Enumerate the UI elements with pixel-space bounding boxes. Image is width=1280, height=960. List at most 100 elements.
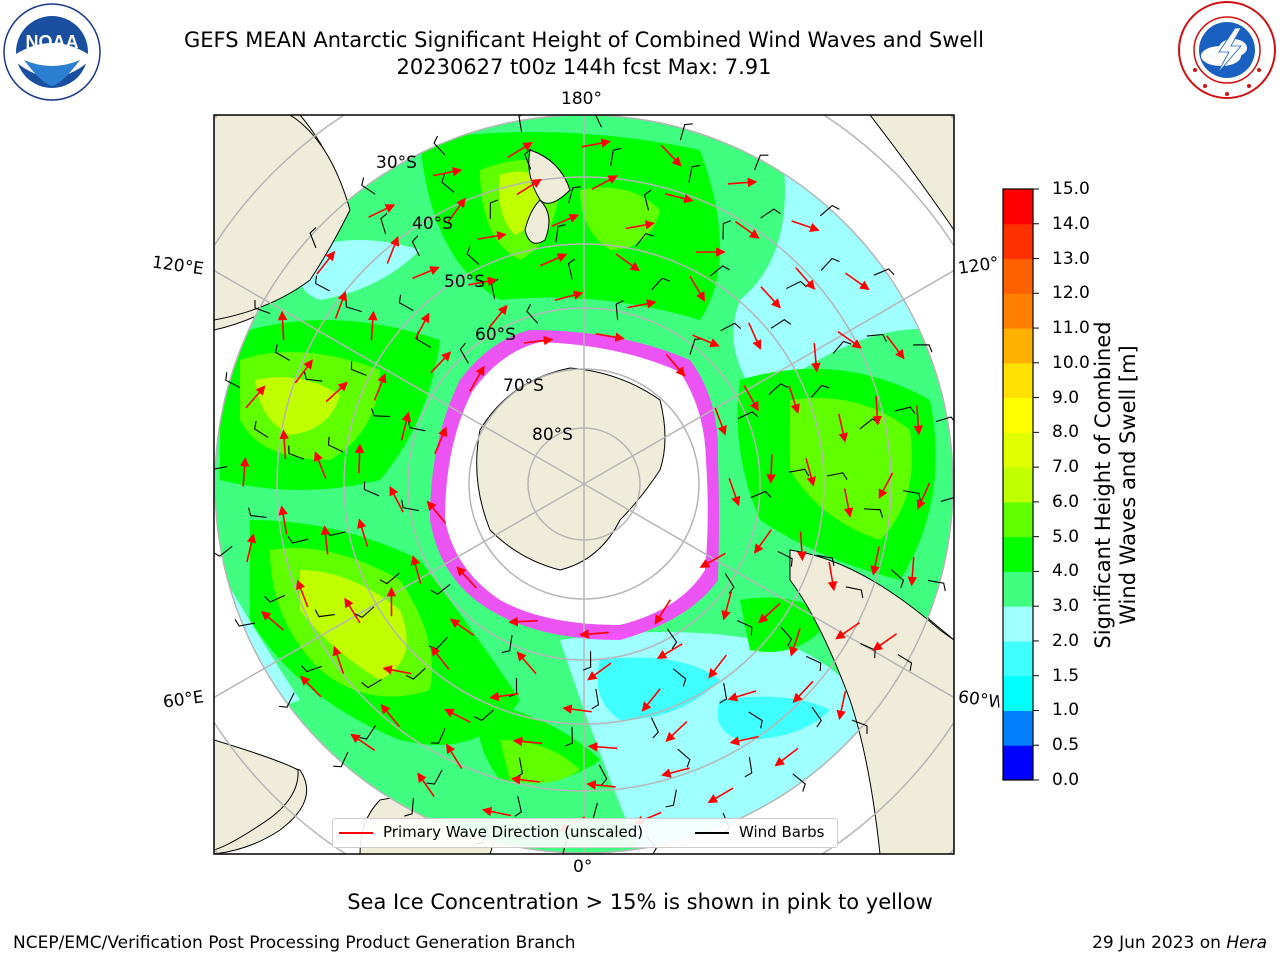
wave-arrow xyxy=(837,413,848,443)
antarctica xyxy=(430,330,719,640)
wave-arrow xyxy=(313,451,327,479)
wind-barb xyxy=(891,569,905,589)
colorbar-segment xyxy=(1003,328,1033,364)
chart-subtitle: 20230627 t00z 144h fcst Max: 7.91 xyxy=(396,55,772,79)
wave-arrow xyxy=(477,231,507,241)
wind-barb xyxy=(816,554,835,566)
colorbar-label-line2: Wind Waves and Swell [m] xyxy=(1116,345,1140,625)
wind-barb xyxy=(583,651,592,671)
wave-arrow xyxy=(878,472,894,499)
colorbar-segment xyxy=(1003,432,1033,468)
wind-barb xyxy=(650,717,659,739)
wind-barb xyxy=(595,115,602,128)
wind-barb xyxy=(327,436,344,453)
colorbar-segment xyxy=(1003,745,1033,781)
colorbar-segment xyxy=(1003,258,1033,294)
wave-arrow xyxy=(870,546,880,576)
wave-arrow xyxy=(468,276,498,286)
legend-wave-swatch xyxy=(339,832,373,834)
wave-arrow xyxy=(430,351,452,374)
wave-arrow xyxy=(350,733,376,751)
wind-barb xyxy=(254,299,271,314)
wave-arrow xyxy=(743,385,759,412)
wave-arrow xyxy=(625,220,655,230)
wave-arrow xyxy=(354,443,365,474)
wave-arrow xyxy=(795,267,816,290)
wind-barb xyxy=(430,583,451,595)
wave-arrow xyxy=(510,774,541,785)
lon-label-0: 0° xyxy=(573,857,593,877)
wave-arrow xyxy=(334,290,347,319)
wind-barb xyxy=(591,688,600,710)
wave-arrow xyxy=(434,426,448,455)
colorbar-segment xyxy=(1003,467,1033,503)
wave-arrow xyxy=(320,525,331,555)
wind-barb xyxy=(866,333,887,342)
colorbar-segment xyxy=(1003,189,1033,225)
wind-barb xyxy=(371,408,391,418)
colorbar-segment xyxy=(1003,675,1033,711)
wave-arrow xyxy=(760,286,781,309)
wave-arrow xyxy=(811,343,821,373)
wave-arrow xyxy=(277,310,288,341)
wave-arrow xyxy=(595,332,625,342)
wave-arrow xyxy=(278,505,288,535)
wave-arrow xyxy=(641,688,661,712)
wind-barb xyxy=(940,496,954,502)
footer-date: 29 Jun 2023 on Hera xyxy=(1092,933,1267,953)
wave-arrow xyxy=(714,407,727,436)
wave-arrow xyxy=(708,654,727,679)
wind-barb xyxy=(792,773,806,792)
colorbar-segment xyxy=(1003,640,1033,677)
wind-barb xyxy=(358,725,376,740)
colorbar-tick-label: 15.0 xyxy=(1052,179,1090,199)
wave-arrow xyxy=(727,177,758,188)
wave-arrow xyxy=(797,531,807,562)
wind-barb xyxy=(411,235,420,257)
map-border xyxy=(213,114,955,855)
colorbar-tick-label: 10.0 xyxy=(1052,352,1090,373)
wave-arrow xyxy=(728,478,741,507)
wave-arrow xyxy=(239,456,250,487)
wave-arrow xyxy=(872,396,882,426)
wave-arrow xyxy=(447,197,466,222)
wind-barb xyxy=(665,789,677,808)
wave-arrow xyxy=(245,385,266,409)
wind-barb xyxy=(651,277,670,291)
wave-arrow xyxy=(721,591,732,621)
wave-arrow xyxy=(456,566,477,589)
wave-arrow xyxy=(554,290,584,302)
colorbar-segment xyxy=(1003,710,1033,746)
wave-arrow xyxy=(886,335,905,360)
wave-arrow xyxy=(294,359,313,384)
wind-barb xyxy=(810,384,830,398)
wave-arrow xyxy=(843,488,854,518)
wind-barb xyxy=(598,764,608,786)
lon-label-180: 180° xyxy=(561,89,602,109)
wave-arrow xyxy=(417,772,435,798)
wave-arrow xyxy=(627,299,657,309)
wave-arrow xyxy=(316,250,336,275)
wave-arrow xyxy=(654,599,672,625)
wave-arrow xyxy=(707,787,734,804)
wind-barb xyxy=(254,420,269,438)
wind-barb xyxy=(667,628,678,650)
wave-arrow xyxy=(792,680,814,703)
wave-direction-arrows xyxy=(239,138,931,832)
wave-arrow xyxy=(296,579,309,608)
lat-label-80s: 80°S xyxy=(532,425,573,445)
wave-arrow xyxy=(488,304,508,329)
colorbar-segment xyxy=(1003,606,1033,642)
wave-arrow xyxy=(836,691,847,721)
wave-arrow xyxy=(516,651,537,675)
wave-arrow xyxy=(430,646,450,670)
wind-barb xyxy=(398,294,414,312)
colorbar-segment xyxy=(1003,362,1033,399)
wave-arrow xyxy=(412,266,440,280)
wave-arrow xyxy=(615,253,641,272)
wind-barb xyxy=(379,572,400,585)
wave-arrow xyxy=(332,645,345,675)
wave-arrow xyxy=(389,485,404,513)
wind-barb xyxy=(459,342,469,364)
wave-arrow xyxy=(539,253,568,267)
